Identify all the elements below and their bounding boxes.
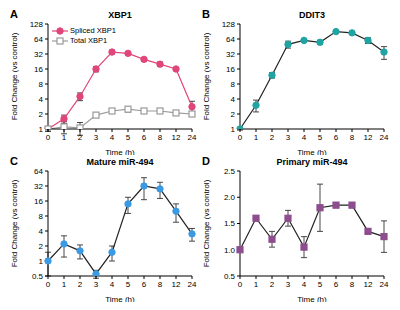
svg-text:0.5: 0.5	[32, 272, 44, 281]
svg-text:0: 0	[46, 133, 51, 142]
svg-text:64: 64	[34, 35, 43, 44]
html-text:C: C	[10, 155, 18, 167]
svg-text:8: 8	[350, 280, 355, 289]
svg-text:1: 1	[39, 125, 44, 134]
svg-text:1: 1	[254, 133, 259, 142]
svg-text:1.5: 1.5	[224, 219, 236, 228]
svg-text:8: 8	[39, 80, 44, 89]
html-text:Mature miR-494: Mature miR-494	[86, 157, 154, 167]
svg-text:16: 16	[226, 65, 235, 74]
svg-text:16: 16	[34, 197, 43, 206]
svg-text:128: 128	[222, 20, 236, 29]
svg-text:8: 8	[231, 80, 236, 89]
svg-text:8: 8	[158, 133, 163, 142]
svg-text:2.5: 2.5	[224, 167, 236, 176]
svg-text:8: 8	[158, 280, 163, 289]
html-text:D: D	[202, 155, 210, 167]
svg-text:1: 1	[39, 257, 44, 266]
html-text:DDIT3: DDIT3	[299, 10, 325, 20]
svg-text:Fold Change (vs control): Fold Change (vs control)	[10, 32, 19, 120]
svg-text:0: 0	[238, 280, 243, 289]
svg-text:2: 2	[270, 280, 275, 289]
svg-text:12: 12	[364, 280, 373, 289]
svg-text:32: 32	[226, 50, 235, 59]
svg-text:128: 128	[30, 20, 44, 29]
svg-text:8: 8	[350, 133, 355, 142]
svg-text:4: 4	[110, 133, 115, 142]
svg-text:2: 2	[39, 110, 44, 119]
svg-text:6: 6	[142, 133, 147, 142]
svg-text:2.0: 2.0	[224, 193, 236, 202]
svg-text:1: 1	[231, 125, 236, 134]
svg-text:16: 16	[34, 65, 43, 74]
svg-text:Time (h): Time (h)	[297, 295, 327, 302]
svg-text:24: 24	[380, 133, 389, 142]
html-text:A: A	[10, 8, 18, 20]
svg-text:2: 2	[270, 133, 275, 142]
svg-text:12: 12	[172, 280, 181, 289]
html-text:Primary miR-494: Primary miR-494	[276, 157, 348, 167]
svg-text:32: 32	[34, 50, 43, 59]
svg-text:12: 12	[364, 133, 373, 142]
html-text:Total XBP1: Total XBP1	[70, 36, 108, 45]
svg-text:3: 3	[94, 133, 99, 142]
svg-text:5: 5	[126, 280, 131, 289]
svg-text:5: 5	[126, 133, 131, 142]
html-text:Spliced XBP1: Spliced XBP1	[70, 26, 116, 35]
svg-text:Time (h): Time (h)	[105, 148, 135, 155]
html-text:XBP1: XBP1	[108, 10, 132, 20]
svg-text:12: 12	[172, 133, 181, 142]
svg-text:24: 24	[188, 133, 197, 142]
svg-text:4: 4	[231, 95, 236, 104]
svg-text:2: 2	[78, 133, 83, 142]
svg-text:0.5: 0.5	[224, 272, 236, 281]
svg-text:4: 4	[110, 280, 115, 289]
svg-text:3: 3	[286, 133, 291, 142]
svg-text:3: 3	[286, 280, 291, 289]
svg-text:4: 4	[302, 133, 307, 142]
svg-text:32: 32	[34, 182, 43, 191]
svg-text:24: 24	[188, 280, 197, 289]
svg-text:1: 1	[62, 280, 67, 289]
svg-text:5: 5	[318, 133, 323, 142]
svg-text:64: 64	[34, 167, 43, 176]
svg-text:2: 2	[231, 110, 236, 119]
svg-text:6: 6	[142, 280, 147, 289]
svg-text:4: 4	[302, 280, 307, 289]
svg-text:4: 4	[39, 95, 44, 104]
svg-text:2: 2	[39, 242, 44, 251]
html-text:B: B	[202, 8, 210, 20]
svg-text:1: 1	[254, 280, 259, 289]
svg-text:6: 6	[334, 280, 339, 289]
svg-text:Fold Change (vs control): Fold Change (vs control)	[10, 179, 19, 267]
svg-text:0: 0	[46, 280, 51, 289]
svg-text:1.0: 1.0	[224, 246, 236, 255]
svg-text:5: 5	[318, 280, 323, 289]
svg-text:1: 1	[62, 133, 67, 142]
svg-text:Fold Change (vs control): Fold Change (vs control)	[202, 179, 211, 267]
svg-text:Time (h): Time (h)	[297, 148, 327, 155]
svg-text:8: 8	[39, 212, 44, 221]
svg-text:24: 24	[380, 280, 389, 289]
svg-text:4: 4	[39, 227, 44, 236]
svg-text:2: 2	[78, 280, 83, 289]
svg-text:Fold Change (vs control): Fold Change (vs control)	[202, 32, 211, 120]
svg-text:0: 0	[238, 133, 243, 142]
svg-text:Time (h): Time (h)	[105, 295, 135, 302]
svg-text:3: 3	[94, 280, 99, 289]
svg-text:6: 6	[334, 133, 339, 142]
svg-text:64: 64	[226, 35, 235, 44]
